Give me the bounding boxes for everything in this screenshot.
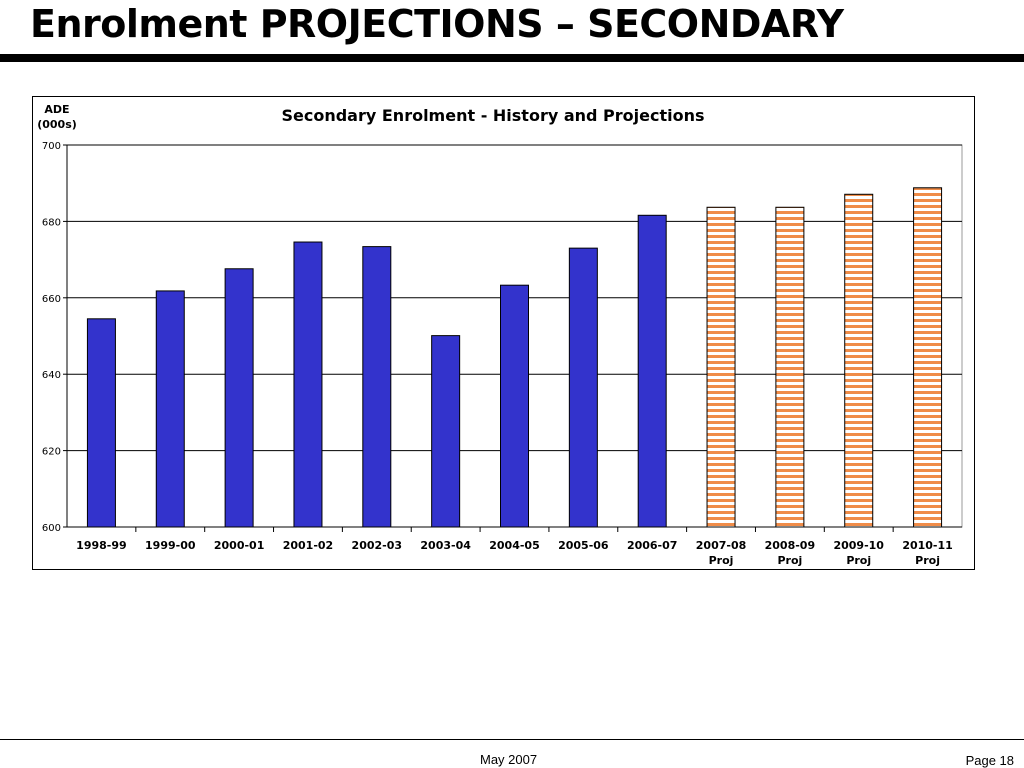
x-tick-label: 2002-03 [352,539,403,552]
bar-chart: Secondary Enrolment - History and Projec… [37,103,963,567]
projection-bar [706,206,736,528]
x-tick-label: 2009-10 [833,539,884,552]
x-tick-label: 2006-07 [627,539,678,552]
actual-bar [568,247,598,528]
x-tick-label: 1998-99 [76,539,127,552]
footer-date: May 2007 [480,752,538,767]
page-number: Page 18 [965,753,1014,768]
y-tick-label: 620 [42,447,61,458]
actual-bar [431,335,461,528]
actual-bar [86,318,116,528]
chart-frame: Secondary Enrolment - History and Projec… [32,96,975,570]
actual-bar [293,241,323,528]
y-tick-label: 680 [42,217,61,228]
chart-title: Secondary Enrolment - History and Projec… [281,106,704,125]
y-tick-label: 660 [42,294,61,305]
x-tick-label: 2004-05 [489,539,540,552]
projection-bar [844,193,874,528]
projection-bar [913,187,943,528]
actual-bar [224,268,254,528]
x-tick-label: Proj [846,554,871,567]
title-divider [0,54,1024,62]
x-tick-label: Proj [709,554,734,567]
actual-bar [637,214,667,528]
actual-bar [362,246,392,528]
x-tick-label: 1999-00 [145,539,196,552]
x-tick-label: 2008-09 [765,539,816,552]
x-tick-label: 2005-06 [558,539,609,552]
actual-bar [155,290,185,528]
slide-title: Enrolment PROJECTIONS – SECONDARY [30,2,844,46]
x-tick-label: 2003-04 [420,539,471,552]
x-tick-label: 2007-08 [696,539,747,552]
x-tick-label: 2001-02 [283,539,334,552]
y-tick-label: 600 [42,523,61,534]
x-tick-label: Proj [915,554,940,567]
projection-bar [775,206,805,528]
x-tick-label: 2000-01 [214,539,265,552]
y-tick-label: 640 [42,370,61,381]
footer-divider [0,739,1024,740]
actual-bar [500,284,529,528]
y-axis-label: ADE [44,103,69,116]
x-tick-label: 2010-11 [902,539,953,552]
y-axis-label: (000s) [37,118,77,131]
x-tick-label: Proj [777,554,802,567]
y-tick-label: 700 [42,141,61,152]
